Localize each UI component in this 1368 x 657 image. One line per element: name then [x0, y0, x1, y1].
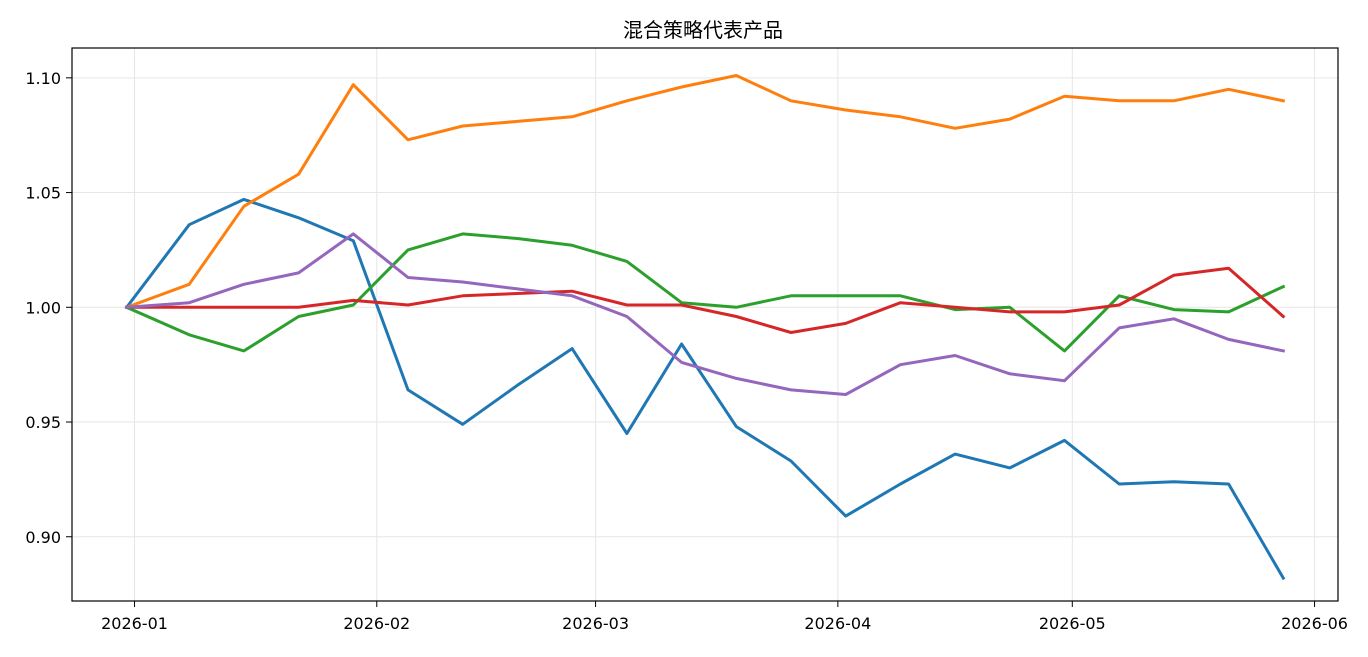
series-line-3 [124, 232, 1286, 353]
y-tick-label: 0.95 [25, 413, 61, 432]
y-tick-label: 1.00 [25, 298, 61, 317]
y-axis: 0.90 0.95 1.00 1.05 1.10 [25, 69, 72, 547]
y-tick-label: 1.05 [25, 184, 61, 203]
series-line-5 [125, 232, 1286, 396]
chart-title: 混合策略代表产品 [623, 18, 783, 42]
x-tick-label: 2026-04 [804, 614, 871, 633]
x-tick-label: 2026-02 [343, 614, 410, 633]
x-tick-label: 2026-01 [101, 614, 168, 633]
x-tick-label: 2026-03 [562, 614, 629, 633]
series-line-1 [124, 197, 1286, 581]
y-tick-label: 1.10 [25, 69, 61, 88]
y-tick-label: 0.90 [25, 528, 61, 547]
x-tick-label: 2026-06 [1281, 614, 1348, 633]
series-line-2 [124, 74, 1286, 310]
series-lines [124, 74, 1286, 581]
x-tick-label: 2026-05 [1039, 614, 1106, 633]
x-axis: 2026-01 2026-02 2026-03 2026-04 2026-05 2026-… [101, 601, 1348, 633]
series-line-4 [125, 266, 1286, 334]
plot-frame [71, 47, 1339, 602]
